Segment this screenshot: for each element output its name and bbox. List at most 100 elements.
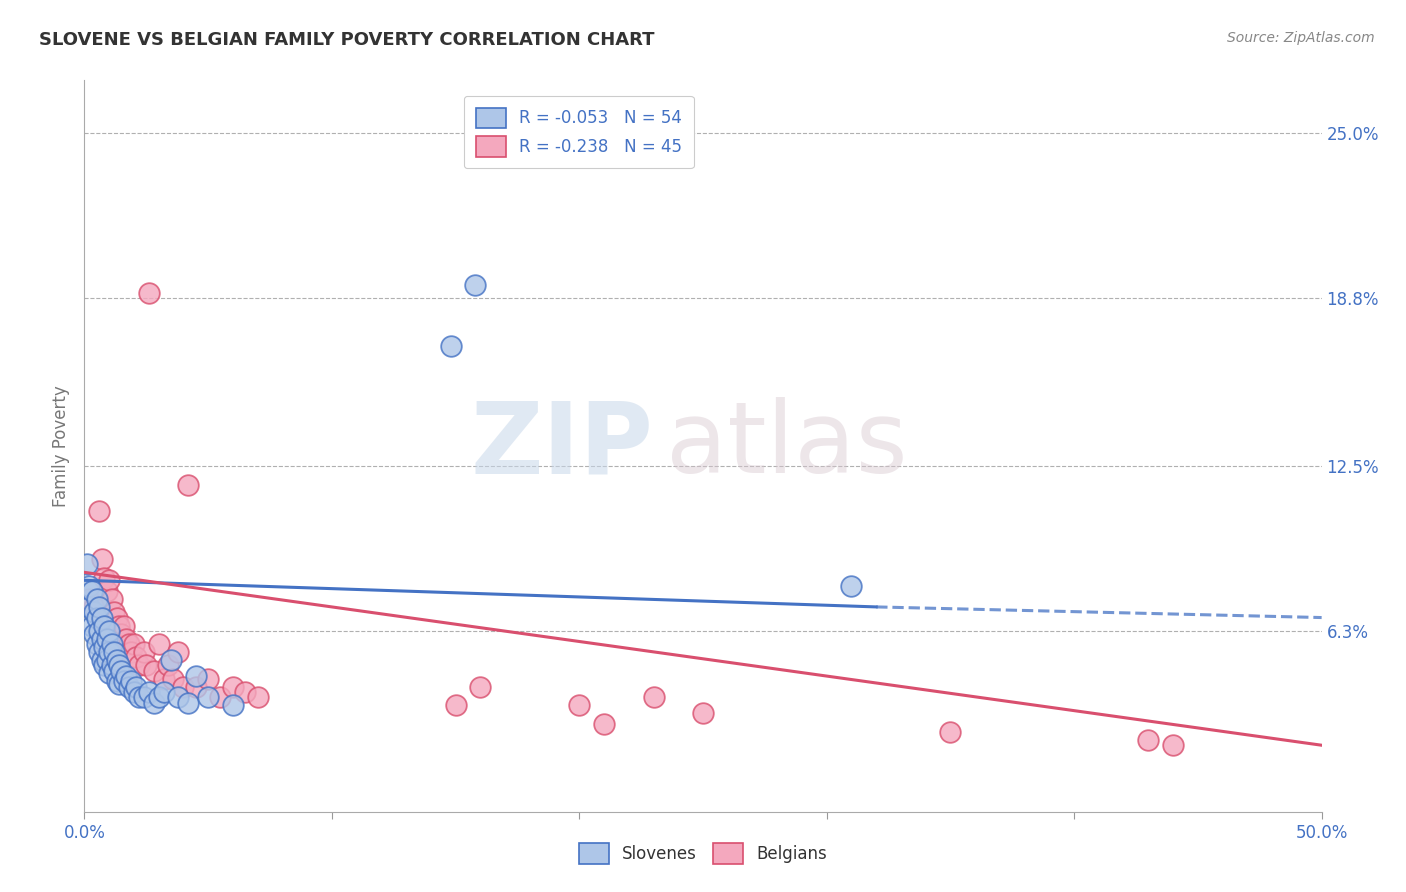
Point	[115, 669, 138, 683]
Point	[110, 664, 132, 678]
Point	[100, 591, 122, 606]
Point	[90, 552, 112, 566]
Point	[98, 666, 121, 681]
Point	[162, 672, 184, 686]
Point	[120, 674, 142, 689]
Point	[1137, 732, 1160, 747]
Point	[246, 690, 269, 705]
Point	[105, 653, 128, 667]
Point	[593, 717, 616, 731]
Point	[439, 339, 461, 353]
Point	[233, 685, 256, 699]
Point	[86, 610, 108, 624]
Point	[89, 504, 111, 518]
Point	[90, 632, 112, 646]
Point	[444, 698, 467, 713]
Point	[132, 690, 155, 705]
Point	[118, 637, 141, 651]
Point	[470, 680, 492, 694]
Point	[90, 653, 112, 667]
Point	[108, 658, 131, 673]
Point	[83, 605, 105, 619]
Point	[167, 645, 190, 659]
Point	[100, 637, 122, 651]
Point	[122, 637, 145, 651]
Point	[160, 653, 183, 667]
Point	[177, 477, 200, 491]
Point	[172, 680, 194, 694]
Point	[167, 690, 190, 705]
Point	[142, 664, 165, 678]
Point	[152, 685, 174, 699]
Point	[177, 696, 200, 710]
Point	[184, 669, 207, 683]
Point	[86, 591, 108, 606]
Point	[132, 645, 155, 659]
Point	[76, 558, 98, 572]
Legend: Slovenes, Belgians: Slovenes, Belgians	[572, 837, 834, 871]
Point	[93, 640, 115, 654]
Point	[89, 599, 111, 614]
Point	[209, 690, 232, 705]
Point	[125, 650, 148, 665]
Point	[100, 658, 122, 673]
Point	[222, 680, 245, 694]
Legend: R = -0.053   N = 54, R = -0.238   N = 45: R = -0.053 N = 54, R = -0.238 N = 45	[464, 96, 693, 169]
Text: ZIP: ZIP	[471, 398, 654, 494]
Y-axis label: Family Poverty: Family Poverty	[52, 385, 70, 507]
Point	[197, 672, 219, 686]
Point	[112, 618, 135, 632]
Point	[939, 725, 962, 739]
Point	[118, 680, 141, 694]
Point	[112, 674, 135, 689]
Point	[90, 610, 112, 624]
Point	[464, 278, 486, 293]
Point	[93, 618, 115, 632]
Point	[184, 680, 207, 694]
Point	[108, 677, 131, 691]
Point	[96, 632, 118, 646]
Point	[197, 690, 219, 705]
Point	[115, 632, 138, 646]
Point	[148, 637, 170, 651]
Point	[93, 571, 115, 585]
Point	[125, 680, 148, 694]
Point	[96, 584, 118, 599]
Point	[152, 672, 174, 686]
Point	[80, 618, 103, 632]
Point	[692, 706, 714, 721]
Point	[103, 664, 125, 678]
Text: SLOVENE VS BELGIAN FAMILY POVERTY CORRELATION CHART: SLOVENE VS BELGIAN FAMILY POVERTY CORREL…	[39, 31, 655, 49]
Point	[98, 645, 121, 659]
Point	[79, 591, 101, 606]
Point	[86, 637, 108, 651]
Point	[93, 658, 115, 673]
Point	[110, 626, 132, 640]
Point	[135, 658, 157, 673]
Point	[841, 579, 863, 593]
Point	[105, 674, 128, 689]
Point	[568, 698, 591, 713]
Point	[148, 690, 170, 705]
Point	[1161, 738, 1184, 752]
Point	[222, 698, 245, 713]
Point	[138, 286, 160, 301]
Point	[142, 696, 165, 710]
Point	[98, 624, 121, 638]
Point	[138, 685, 160, 699]
Point	[643, 690, 665, 705]
Point	[105, 610, 128, 624]
Point	[103, 645, 125, 659]
Point	[80, 584, 103, 599]
Point	[83, 599, 105, 614]
Text: atlas: atlas	[666, 398, 907, 494]
Point	[120, 645, 142, 659]
Text: Source: ZipAtlas.com: Source: ZipAtlas.com	[1227, 31, 1375, 45]
Point	[79, 599, 101, 614]
Point	[157, 658, 180, 673]
Point	[122, 685, 145, 699]
Point	[103, 605, 125, 619]
Point	[89, 645, 111, 659]
Point	[128, 658, 150, 673]
Point	[96, 653, 118, 667]
